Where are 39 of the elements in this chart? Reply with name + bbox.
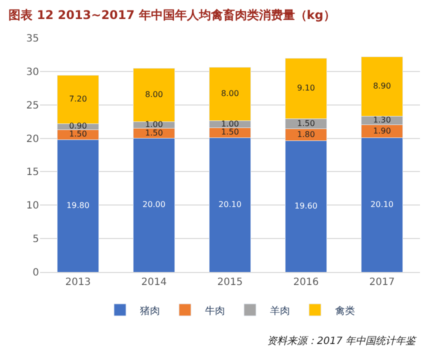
data-label: 1.50 xyxy=(145,128,163,138)
data-label: 19.60 xyxy=(294,201,318,210)
data-label: 0.90 xyxy=(69,122,87,131)
y-tick-label: 25 xyxy=(26,100,39,112)
data-label: 9.10 xyxy=(297,83,315,92)
data-label: 1.50 xyxy=(69,130,87,139)
legend-label: 牛肉 xyxy=(205,304,225,317)
data-label: 1.50 xyxy=(297,118,315,128)
data-label: 1.80 xyxy=(297,130,315,139)
y-tick-label: 15 xyxy=(26,167,39,178)
data-label: 1.90 xyxy=(373,126,391,136)
text: 资料来源：2017 年中国统计年鉴 xyxy=(267,335,418,347)
data-label: 20.10 xyxy=(370,200,394,209)
legend-label: 羊肉 xyxy=(270,304,290,317)
data-label: 20.10 xyxy=(218,200,242,209)
y-tick-label: 0 xyxy=(32,268,39,278)
data-label: 19.80 xyxy=(66,200,90,210)
data-label: 8.00 xyxy=(221,89,239,98)
data-label: 8.90 xyxy=(373,81,391,90)
data-label: 20.00 xyxy=(142,200,166,210)
y-tick-label: 20 xyxy=(26,134,39,145)
x-tick-label: 2015 xyxy=(217,277,243,288)
legend-label: 禽类 xyxy=(335,304,355,317)
data-label: 7.20 xyxy=(69,94,87,104)
data-label: 1.00 xyxy=(221,119,239,128)
legend-label: 猪肉 xyxy=(140,304,160,317)
data-label: 1.30 xyxy=(373,116,391,125)
y-tick-label: 35 xyxy=(26,34,39,44)
x-tick-label: 2013 xyxy=(65,277,91,288)
x-tick-label: 2017 xyxy=(369,277,395,288)
x-tick-label: 2014 xyxy=(141,277,167,288)
y-tick-label: 10 xyxy=(26,200,39,212)
data-label: 1.50 xyxy=(221,128,239,137)
y-tick-label: 30 xyxy=(26,66,39,78)
chart-title: 图表 12 2013~2017 年中国年人均禽畜肉类消费量（kg） xyxy=(8,8,336,22)
data-label: 8.00 xyxy=(145,90,163,99)
x-tick-label: 2016 xyxy=(293,277,319,288)
data-label: 1.00 xyxy=(145,120,163,129)
y-tick-label: 5 xyxy=(32,234,39,246)
